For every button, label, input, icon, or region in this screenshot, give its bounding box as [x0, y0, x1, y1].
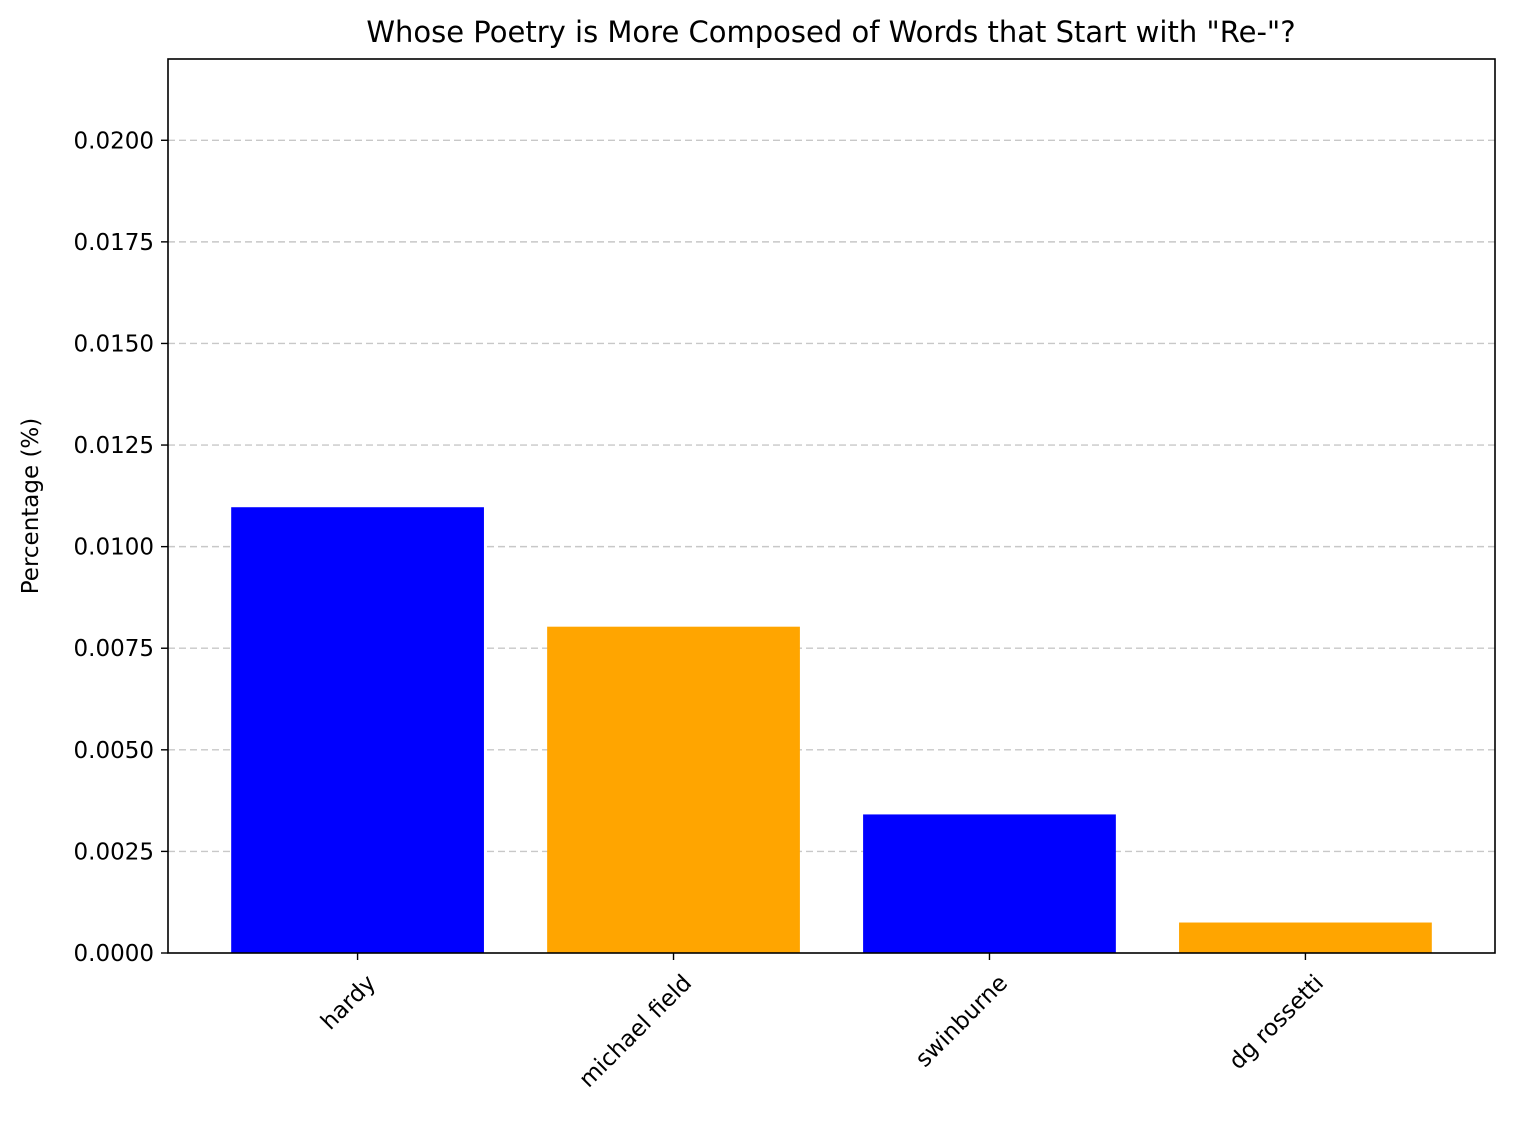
chart-title: Whose Poetry is More Composed of Words t…	[366, 15, 1295, 49]
y-tick-label: 0.0050	[74, 738, 154, 764]
bar-michael-field	[547, 626, 800, 953]
y-axis-ticks: 0.0000 0.0025 0.0050 0.0075 0.0100 0.0125 0.01…	[74, 128, 168, 967]
y-tick-label: 0.0150	[74, 331, 154, 357]
y-tick-label: 0.0125	[74, 433, 154, 459]
bar-swinburne	[863, 814, 1116, 953]
x-axis-ticks: hardy michael field swinburne dg rossetti	[316, 953, 1329, 1093]
y-tick-label: 0.0100	[74, 535, 154, 561]
bar-dg-rossetti	[1179, 922, 1432, 953]
y-tick-label: 0.0175	[74, 230, 154, 256]
y-axis-label: Percentage (%)	[18, 418, 44, 595]
x-tick-label: dg rossetti	[1224, 970, 1329, 1075]
x-tick-label: hardy	[316, 970, 381, 1035]
bar-hardy	[231, 507, 484, 953]
y-tick-label: 0.0000	[74, 941, 154, 967]
x-tick-label: swinburne	[911, 970, 1013, 1072]
y-tick-label: 0.0200	[74, 128, 154, 154]
y-tick-label: 0.0025	[74, 839, 154, 865]
bars	[231, 507, 1432, 953]
plot-frame	[167, 58, 1496, 954]
y-tick-label: 0.0075	[74, 636, 154, 662]
x-tick-label: michael field	[574, 970, 697, 1093]
